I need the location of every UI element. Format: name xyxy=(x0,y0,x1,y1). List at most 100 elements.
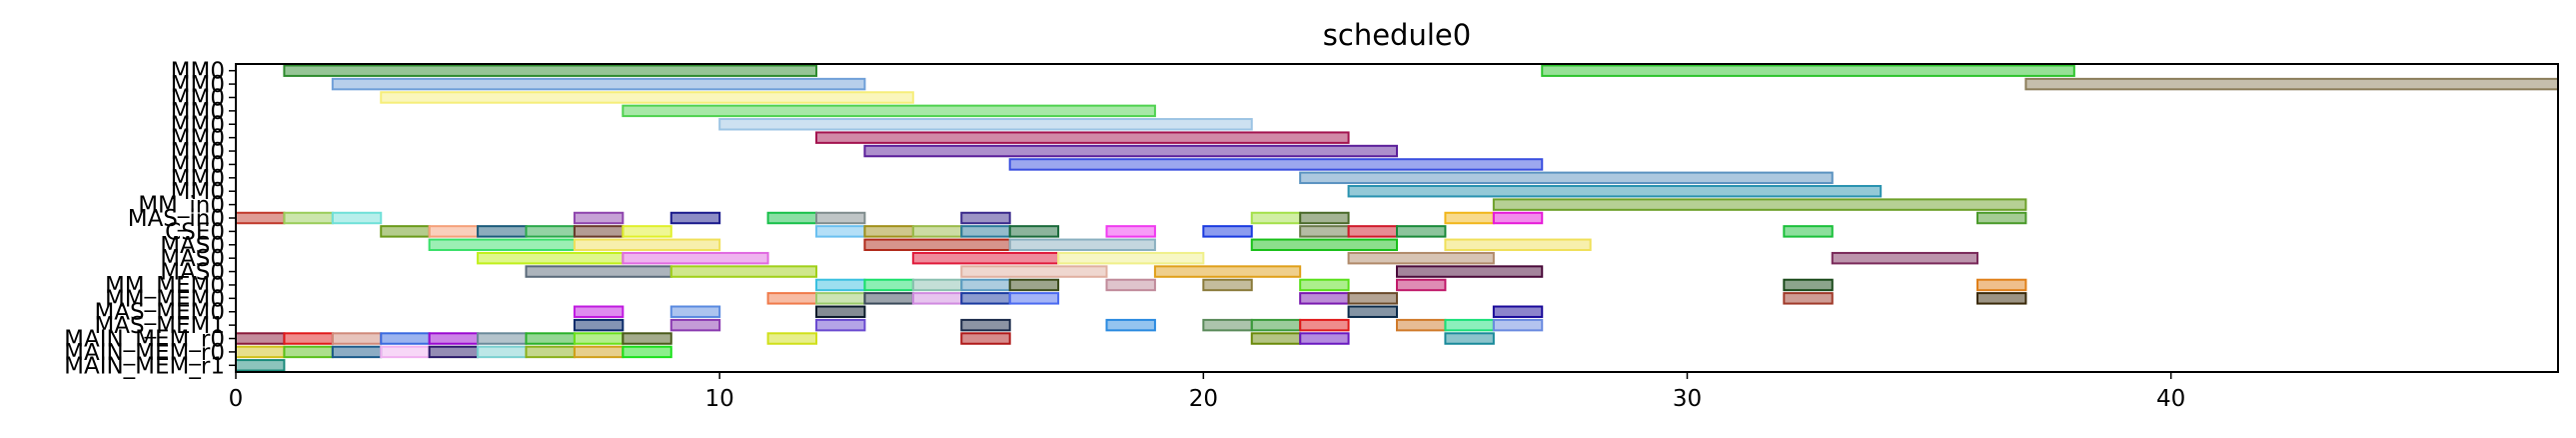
task-bar xyxy=(960,292,1011,305)
task-bar xyxy=(622,251,769,265)
task-bar xyxy=(283,332,334,345)
task-bar xyxy=(1831,251,1978,265)
x-tick-label: 30 xyxy=(1673,386,1702,412)
task-bar xyxy=(815,278,866,292)
task-bar xyxy=(525,225,576,238)
task-bar xyxy=(718,118,1253,131)
task-bar xyxy=(477,251,625,265)
task-bar xyxy=(1444,318,1495,332)
task-bar xyxy=(1396,265,1544,278)
task-bar xyxy=(283,345,334,359)
x-tick-label: 20 xyxy=(1189,386,1218,412)
task-bar xyxy=(622,332,672,345)
task-bar xyxy=(477,345,528,359)
task-bar xyxy=(573,225,625,238)
y-tick-label: MM0 xyxy=(171,166,225,192)
task-bar xyxy=(766,292,817,305)
task-bar xyxy=(1202,278,1253,292)
task-bar xyxy=(1057,251,1205,265)
task-bar xyxy=(622,225,672,238)
task-bar xyxy=(1396,278,1447,292)
task-bar xyxy=(863,292,914,305)
task-bar xyxy=(1008,225,1060,238)
y-tick-label: MM0 xyxy=(171,72,225,98)
x-axis: 0 10 20 30 40 xyxy=(229,372,2185,412)
task-bar xyxy=(1105,278,1156,292)
task-bar xyxy=(863,225,914,238)
task-bar xyxy=(960,211,1011,225)
y-tick-label: CSE0 xyxy=(165,219,225,245)
task-bar xyxy=(1976,278,2027,292)
task-bar xyxy=(1976,292,2027,305)
task-bar xyxy=(960,278,1011,292)
task-bar xyxy=(235,211,286,225)
task-bar xyxy=(2024,77,2559,91)
task-bar xyxy=(1299,171,1834,185)
task-bar xyxy=(525,265,672,278)
task-bar xyxy=(669,305,721,318)
task-bar xyxy=(863,278,914,292)
task-bar xyxy=(573,238,721,252)
x-tick-label: 40 xyxy=(2156,386,2185,412)
task-bar xyxy=(1492,305,1544,318)
task-bar xyxy=(331,332,383,345)
y-tick-label: MAS_MEM1 xyxy=(94,313,225,339)
task-bar xyxy=(1299,318,1350,332)
task-bar xyxy=(669,318,721,332)
task-bar xyxy=(573,211,625,225)
task-bar xyxy=(1008,292,1060,305)
task-bar xyxy=(815,292,866,305)
task-bar xyxy=(428,238,576,252)
task-bar xyxy=(1250,318,1302,332)
task-bar xyxy=(1396,318,1447,332)
y-tick-label: MM0 xyxy=(171,99,225,125)
y-tick-label: MM0 xyxy=(171,85,225,111)
y-tick-label: MAIN_MEM_r1 xyxy=(64,353,225,379)
task-bar xyxy=(1783,278,1834,292)
task-bar xyxy=(1783,225,1834,238)
task-bar xyxy=(1153,265,1302,278)
task-bar xyxy=(331,77,866,91)
task-bar xyxy=(1783,292,1834,305)
task-bar xyxy=(1299,332,1350,345)
task-bar xyxy=(428,345,480,359)
task-bar xyxy=(1396,225,1447,238)
task-bar xyxy=(1250,332,1302,345)
task-bar xyxy=(960,265,1108,278)
task-bar xyxy=(283,64,817,77)
y-tick-label: MM0 xyxy=(171,139,225,165)
task-bar xyxy=(960,332,1011,345)
task-bar xyxy=(1347,292,1399,305)
task-bar xyxy=(331,345,383,359)
task-bar xyxy=(1347,184,1883,198)
task-bar xyxy=(573,318,625,332)
y-tick-label: MAIN_MEM_r0 xyxy=(64,327,225,353)
task-bar xyxy=(380,225,431,238)
task-bar xyxy=(477,332,528,345)
task-bar xyxy=(573,332,625,345)
task-bar xyxy=(1299,292,1350,305)
task-bar xyxy=(380,91,914,104)
task-bar xyxy=(331,211,383,225)
y-tick-label: MM_MEM0 xyxy=(105,273,225,299)
task-bar xyxy=(863,238,1011,252)
y-tick-label: MAS0 xyxy=(160,246,225,272)
task-bar xyxy=(815,131,1350,144)
task-bar xyxy=(911,292,963,305)
task-bar xyxy=(573,345,625,359)
y-tick-label: MAS_in0 xyxy=(128,206,225,232)
task-bar xyxy=(525,332,576,345)
task-bar xyxy=(1250,211,1302,225)
task-bar xyxy=(235,359,286,372)
task-bars xyxy=(235,64,2559,372)
task-bar xyxy=(1299,225,1350,238)
task-bar xyxy=(477,225,528,238)
task-bar xyxy=(1444,238,1592,252)
task-bar xyxy=(911,225,963,238)
task-bar xyxy=(1299,211,1350,225)
task-bar xyxy=(283,211,334,225)
task-bar xyxy=(428,332,480,345)
x-tick-label: 0 xyxy=(229,386,244,412)
task-bar xyxy=(622,104,1156,118)
